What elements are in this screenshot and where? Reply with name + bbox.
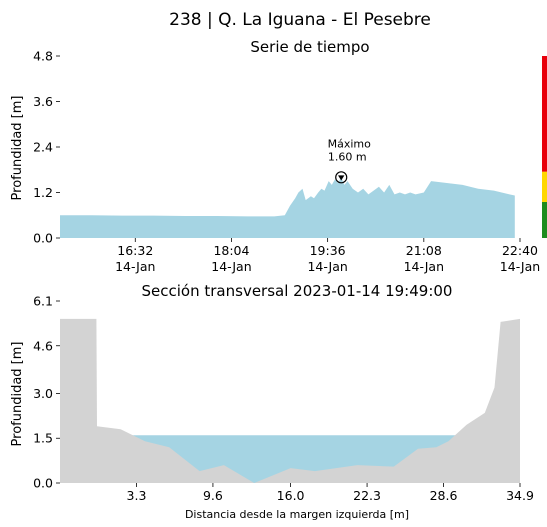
y-tick-label: 1.5	[33, 431, 53, 446]
time-series-x-ticks: 16:3214-Jan18:0414-Jan19:3614-Jan21:0814…	[115, 238, 540, 274]
x-tick-date: 14-Jan	[404, 259, 444, 274]
x-tick-time: 18:04	[213, 243, 249, 258]
x-tick-label: 3.3	[127, 488, 147, 503]
y-tick-label: 4.8	[33, 49, 53, 64]
x-tick-time: 16:32	[117, 243, 153, 258]
terrain-profile-area	[60, 318, 520, 483]
time-series-y-ticks: 0.0 1.2 2.4 3.6 4.8	[33, 49, 60, 246]
x-tick-date: 14-Jan	[115, 259, 155, 274]
y-tick-label: 2.4	[33, 140, 53, 155]
max-marker-triangle	[338, 175, 345, 181]
y-tick-label: 1.2	[33, 185, 53, 200]
cross-section-xlabel: Distancia desde la margen izquierda [m]	[185, 508, 409, 521]
cross-section-chart: Sección transversal 2023-01-14 19:49:00 …	[10, 282, 534, 521]
x-tick-label: 34.9	[506, 488, 534, 503]
x-tick-time: 21:08	[406, 243, 442, 258]
depth-series-area	[60, 177, 515, 238]
x-tick-date: 14-Jan	[500, 259, 540, 274]
x-tick-label: 9.6	[203, 488, 223, 503]
cross-section-y-ticks: 0.0 1.5 3.0 4.6 6.1	[33, 294, 60, 491]
y-tick-label: 0.0	[33, 231, 53, 246]
max-annotation: Máximo 1.60 m	[328, 137, 372, 184]
time-series-ylabel: Profundidad [m]	[10, 96, 25, 201]
y-tick-label: 4.6	[33, 338, 53, 353]
y-tick-label: 6.1	[33, 294, 53, 309]
x-tick-time: 22:40	[502, 243, 538, 258]
time-series-chart: Serie de tiempo Profundidad [m] 0.0 1.2 2.…	[10, 38, 547, 274]
time-series-title: Serie de tiempo	[250, 38, 369, 56]
max-annotation-value: 1.60 m	[328, 150, 367, 163]
cross-section-title: Sección transversal 2023-01-14 19:49:00	[142, 282, 453, 300]
y-tick-label: 3.6	[33, 94, 53, 109]
alert-level-bar	[542, 56, 547, 238]
y-tick-label: 3.0	[33, 386, 53, 401]
x-tick-label: 28.6	[430, 488, 458, 503]
cross-section-x-ticks: 3.3 9.6 16.0 22.3 28.6 34.9	[127, 483, 534, 503]
x-tick-time: 19:36	[310, 243, 346, 258]
x-tick-label: 16.0	[277, 488, 305, 503]
x-tick-date: 14-Jan	[211, 259, 251, 274]
y-tick-label: 0.0	[33, 476, 53, 491]
x-tick-date: 14-Jan	[307, 259, 347, 274]
max-annotation-label: Máximo	[328, 137, 372, 150]
figure-title: 238 | Q. La Iguana - El Pesebre	[169, 10, 431, 30]
max-marker-circle	[335, 171, 348, 184]
x-tick-label: 22.3	[353, 488, 381, 503]
alert-level-segment	[542, 56, 547, 172]
alert-level-segment	[542, 171, 547, 202]
cross-section-ylabel: Profundidad [m]	[10, 342, 25, 447]
alert-level-segment	[542, 201, 547, 238]
